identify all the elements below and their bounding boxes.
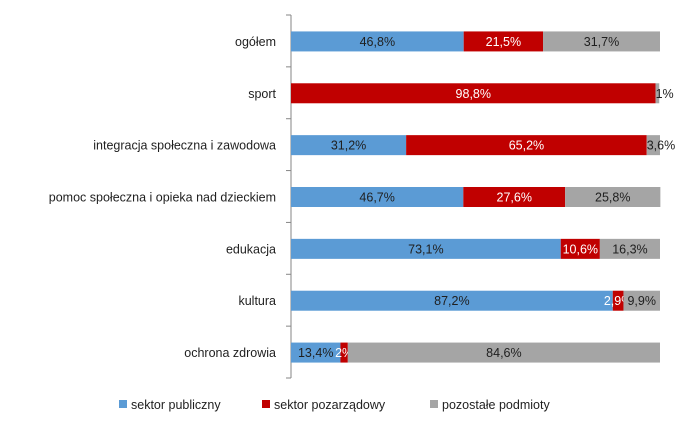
bar-segment: [347, 342, 660, 363]
data-label: 87,2%: [434, 294, 469, 308]
data-label: 31,7%: [584, 35, 619, 49]
data-label: 9,9%: [627, 294, 656, 308]
bar-segment: [623, 290, 660, 311]
data-label: 10,6%: [563, 242, 598, 256]
category-label: pomoc społeczna i opieka nad dzieckiem: [49, 191, 276, 205]
data-label: 73,1%: [408, 242, 443, 256]
bar-segment: [291, 290, 613, 311]
category-label: kultura: [238, 294, 276, 308]
data-label: 31,2%: [331, 139, 366, 153]
bar-segment: [646, 135, 660, 156]
bar-segment: [599, 238, 660, 259]
bar-segment: [565, 187, 661, 207]
legend-swatch: [262, 400, 270, 408]
legend-swatch: [430, 400, 438, 408]
bar-segment: [463, 31, 544, 52]
legend-label: sektor publiczny: [131, 398, 221, 412]
bar-segment: [655, 83, 660, 104]
data-label: 65,2%: [509, 139, 544, 153]
data-label: 46,7%: [359, 191, 394, 205]
category-label: integracja społeczna i zawodowa: [93, 139, 276, 153]
bar-segment: [463, 187, 566, 207]
bar-segment: [291, 342, 341, 363]
bar-segment: [406, 135, 647, 156]
bar-segment: [543, 31, 660, 52]
bar-segment: [291, 187, 464, 207]
data-label: 3,6%: [647, 139, 676, 153]
bar-segment: [291, 83, 656, 104]
data-label: 25,8%: [595, 191, 630, 205]
data-label: 21,5%: [486, 35, 521, 49]
data-label: 98,8%: [456, 87, 491, 101]
data-label: 1%: [656, 87, 674, 101]
bar-segment: [291, 31, 464, 52]
bar-segment: [340, 342, 348, 363]
legend-label: sektor pozarządowy: [274, 398, 386, 412]
category-label: ogółem: [235, 35, 276, 49]
bar-segment: [291, 135, 407, 156]
category-label: ochrona zdrowia: [184, 346, 276, 360]
category-label: edukacja: [226, 242, 276, 256]
legend-label: pozostałe podmioty: [442, 398, 550, 412]
bar-segment: [291, 238, 561, 259]
data-label: 13,4%: [298, 346, 333, 360]
bar-segment: [612, 290, 624, 311]
data-label: 16,3%: [612, 242, 647, 256]
category-label: sport: [248, 87, 276, 101]
bar-segment: [560, 238, 600, 259]
data-label: 27,6%: [497, 191, 532, 205]
legend-swatch: [119, 400, 127, 408]
data-label: 46,8%: [360, 35, 395, 49]
data-label: 84,6%: [486, 346, 521, 360]
